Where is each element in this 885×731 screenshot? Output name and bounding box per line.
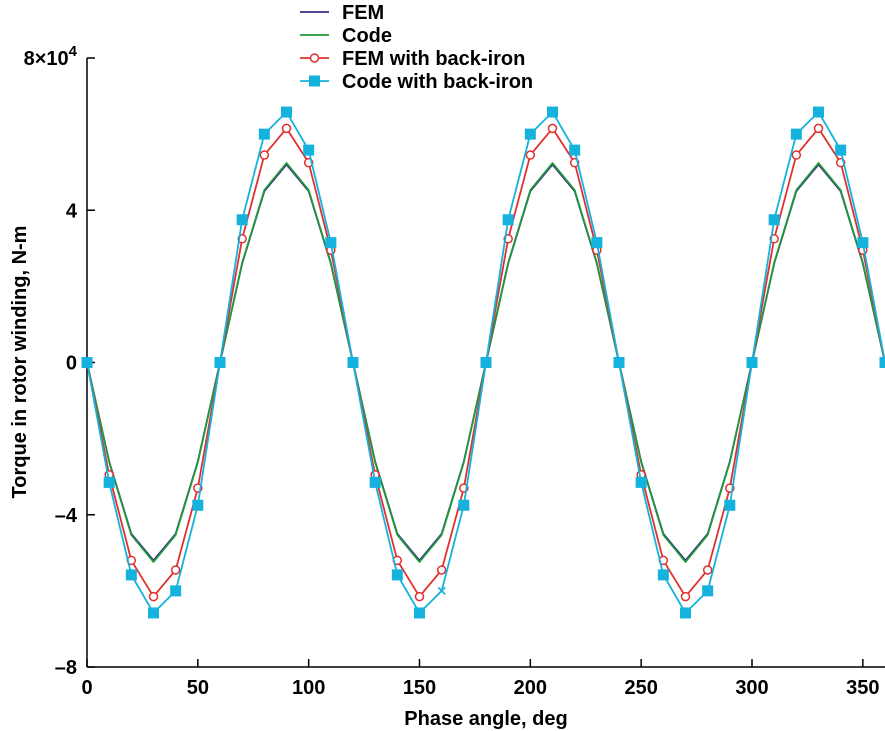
- data-point: [414, 607, 425, 619]
- data-point: [125, 569, 137, 581]
- data-point: [680, 591, 691, 602]
- data-point: [790, 128, 802, 140]
- x-axis-title: Phase angle, deg: [404, 708, 567, 730]
- data-point: [391, 569, 403, 581]
- data-point: [369, 476, 381, 488]
- data-point: [303, 144, 315, 156]
- data-point: [591, 237, 603, 249]
- data-point: [81, 357, 93, 368]
- data-point: [170, 565, 181, 575]
- data-point: [702, 585, 714, 597]
- legend-item-code: Code: [300, 25, 392, 47]
- legend-label: Code with back-iron: [342, 71, 533, 93]
- data-point: [835, 144, 847, 156]
- legend-item-code-with-back-iron: Code with back-iron: [300, 71, 533, 93]
- data-point: [746, 357, 758, 368]
- data-point: [569, 144, 581, 156]
- data-point: [502, 214, 514, 226]
- legend-label: FEM: [342, 2, 384, 24]
- y-tick-label: 4: [66, 200, 78, 222]
- data-point: [791, 150, 802, 160]
- data-point: [281, 123, 292, 134]
- data-point: [414, 591, 425, 602]
- data-point: [436, 565, 447, 575]
- data-point: [103, 476, 115, 488]
- data-point: [148, 591, 159, 602]
- data-point: [236, 214, 248, 226]
- data-point: [879, 357, 885, 368]
- data-point: [813, 106, 824, 118]
- data-point: [813, 123, 824, 134]
- x-tick-label: 250: [624, 677, 657, 699]
- x-tick-label: 200: [514, 677, 547, 699]
- y-tick-label: –4: [55, 505, 78, 527]
- y-tick-label: 0: [66, 353, 77, 375]
- data-point: [524, 128, 536, 140]
- y-axis-title: Torque in rotor winding, N-m: [9, 226, 31, 499]
- legend-marker: [309, 53, 320, 63]
- data-point: [458, 499, 470, 511]
- legend-item-fem: FEM: [300, 2, 384, 24]
- series-code-with-back-iron: [81, 106, 885, 619]
- data-point: [657, 569, 669, 581]
- y-tick-label: 8×104: [24, 43, 78, 70]
- data-point: [857, 237, 869, 249]
- data-point: [702, 565, 713, 575]
- x-ticks: 0 50 100 150 200 250 300 350: [81, 659, 880, 699]
- data-point: [480, 357, 492, 368]
- legend-label: Code: [342, 25, 392, 47]
- data-point: [148, 607, 159, 619]
- data-point: [170, 585, 182, 597]
- data-point: [437, 586, 446, 595]
- x-tick-label: 150: [403, 677, 436, 699]
- data-point: [547, 106, 558, 118]
- legend-marker: [309, 75, 320, 87]
- data-point: [192, 499, 204, 511]
- y-tick-exponent: 4: [69, 43, 78, 60]
- data-point: [258, 128, 270, 140]
- data-point: [214, 357, 226, 368]
- data-point: [635, 476, 647, 488]
- data-point: [768, 214, 780, 226]
- data-point: [680, 607, 691, 619]
- legend-label: FEM with back-iron: [342, 48, 525, 70]
- data-point: [547, 123, 558, 134]
- data-point: [613, 357, 625, 368]
- legend-item-fem-with-back-iron: FEM with back-iron: [300, 48, 525, 70]
- x-tick-label: 50: [187, 677, 209, 699]
- data-point: [281, 106, 292, 118]
- x-tick-label: 100: [292, 677, 325, 699]
- data-point: [525, 150, 536, 160]
- data-point: [325, 237, 337, 249]
- x-tick-label: 300: [735, 677, 768, 699]
- y-tick-label: –8: [55, 657, 77, 679]
- series-layer: [81, 106, 885, 619]
- data-point: [347, 357, 359, 368]
- x-tick-label: 0: [81, 677, 92, 699]
- x-tick-label: 350: [846, 677, 879, 699]
- data-point: [259, 150, 270, 160]
- data-point: [724, 499, 736, 511]
